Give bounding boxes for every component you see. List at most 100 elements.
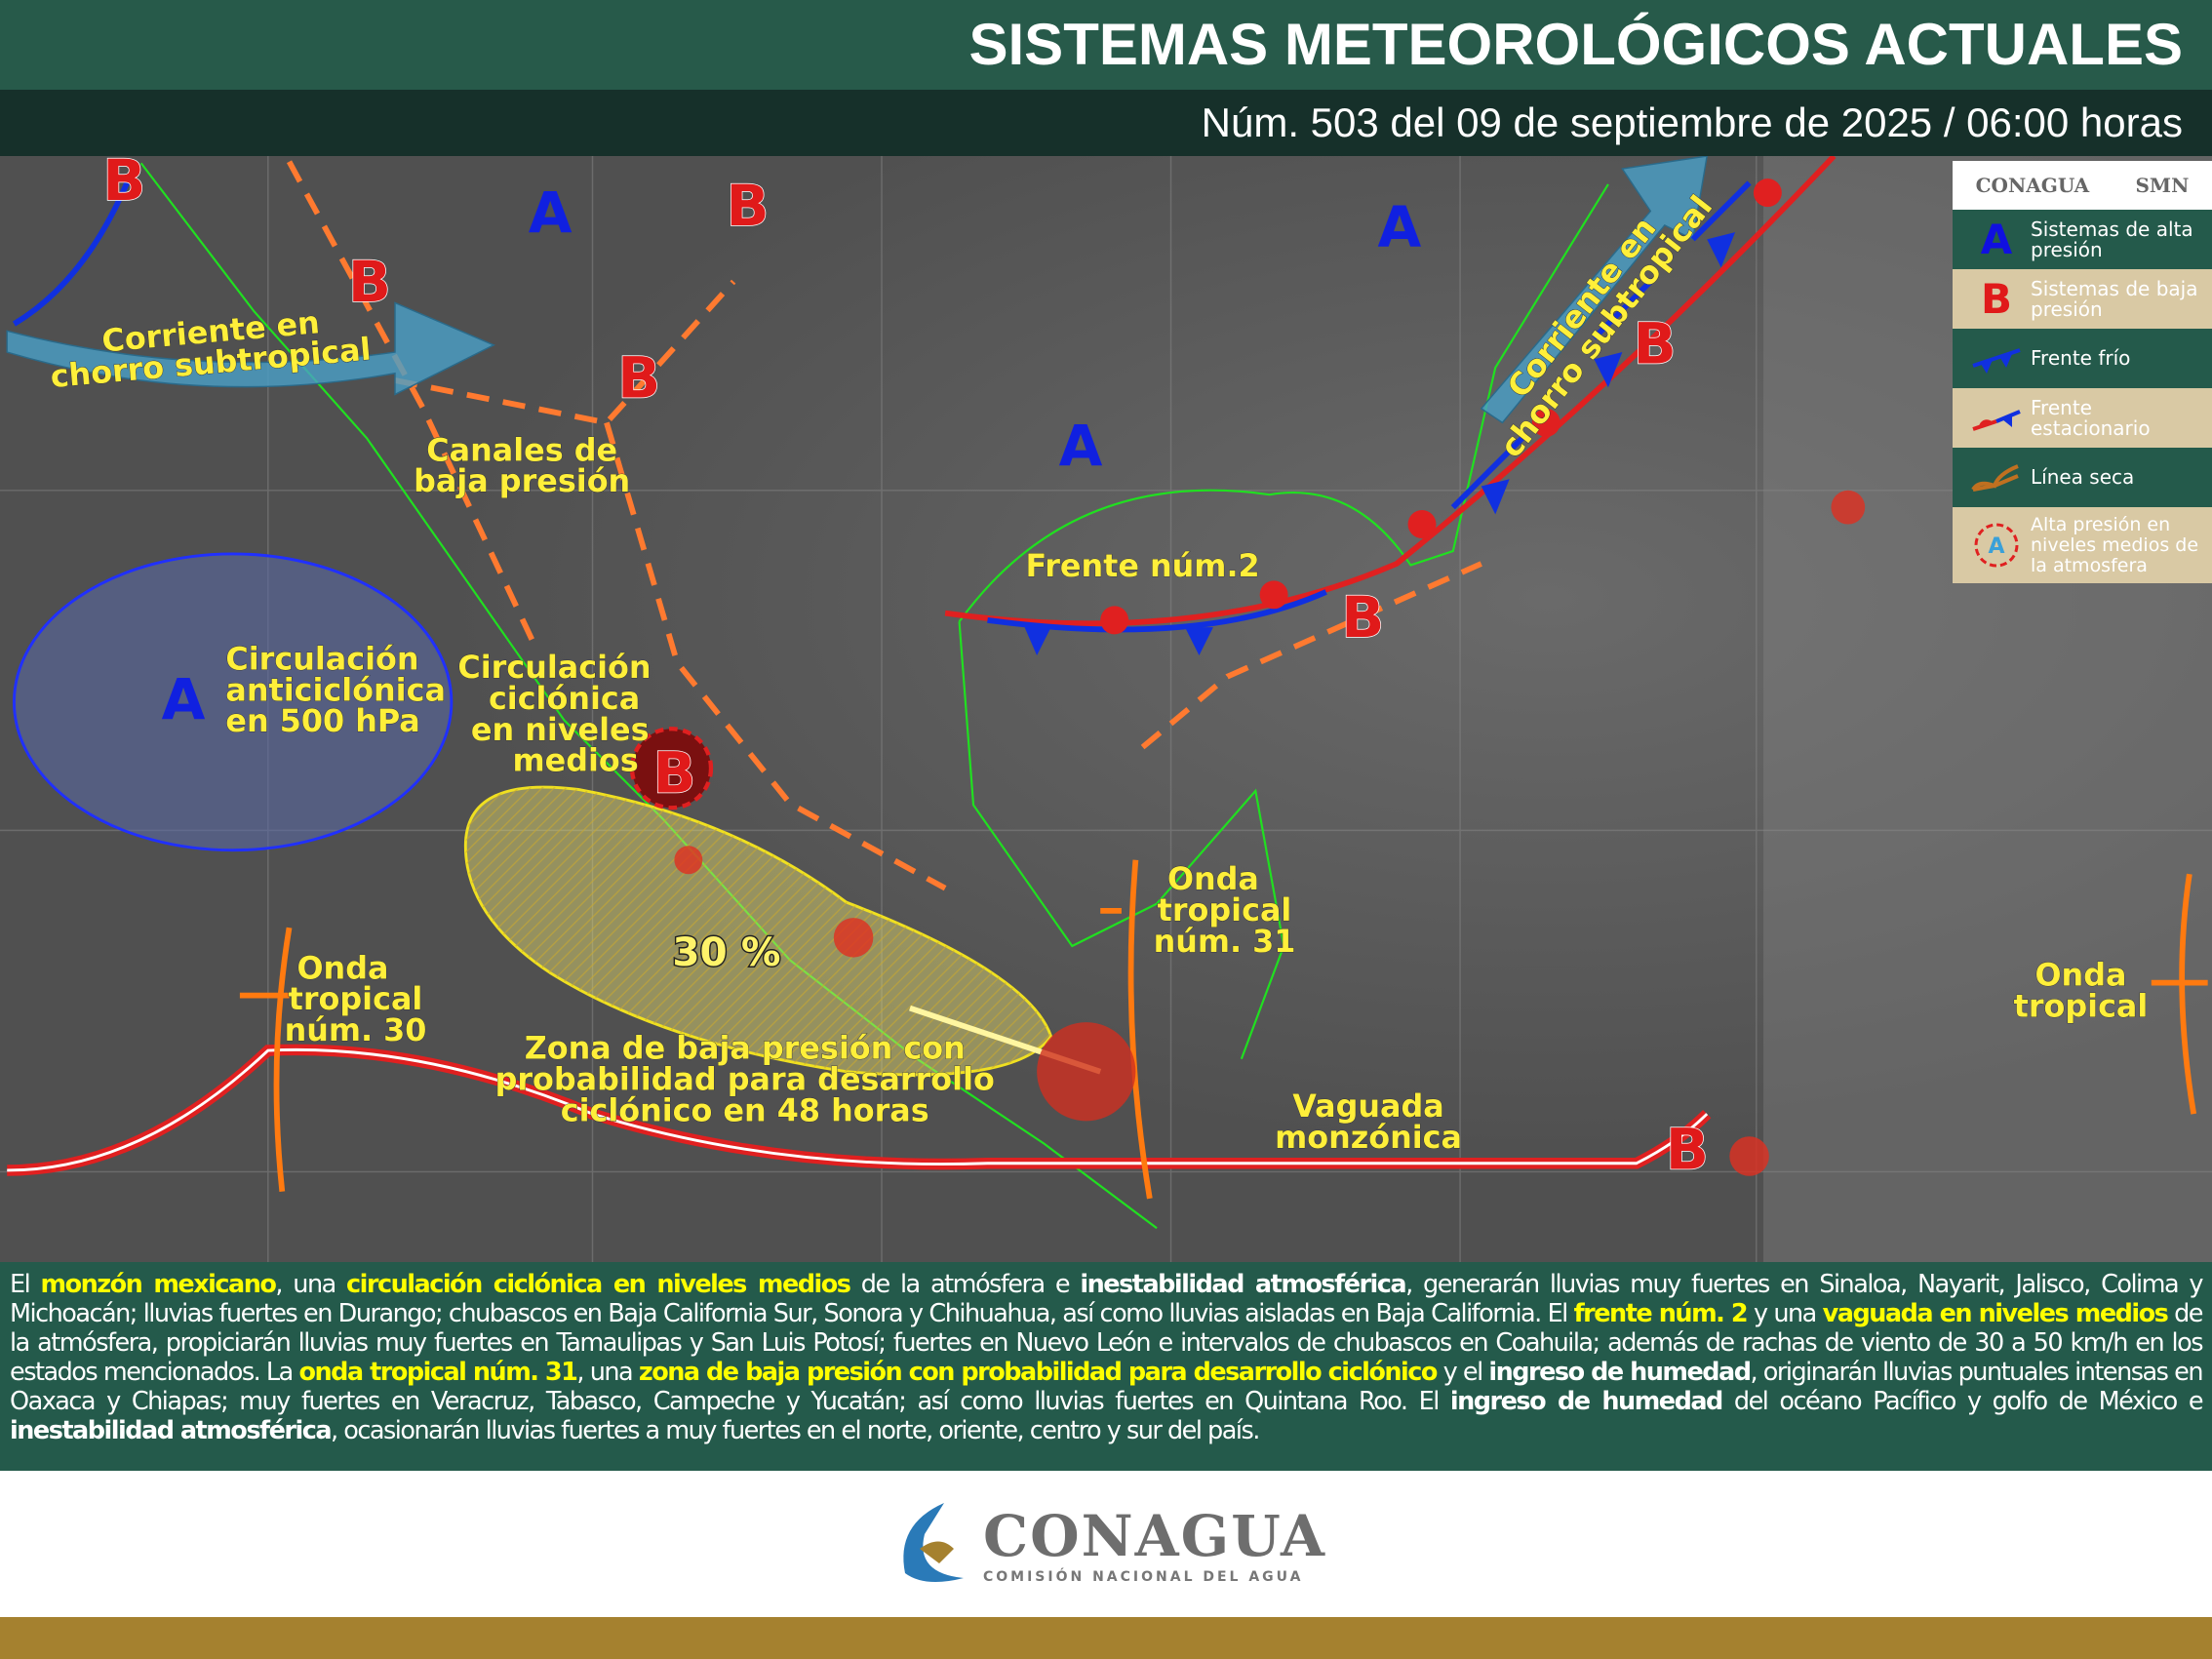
legend-label: Alta presión en niveles medios de la atm… [2031, 513, 2199, 576]
description-text: de la atmósfera, propiciarán lluvias muy… [10, 1299, 2204, 1387]
low-pressure-label: B [652, 739, 695, 806]
legend-label: Frente estacionario [2031, 395, 2151, 440]
legend-item-dry-line: Línea seca [1953, 448, 2212, 507]
description-text: , una [275, 1270, 347, 1299]
high-pressure-label: A [162, 666, 206, 732]
low-pressure-label: B [348, 249, 391, 315]
trough-label: baja presión [414, 462, 630, 499]
subtropical-jet-arrow [6, 156, 1708, 424]
highlighted-phrase: frente núm. 2 [1573, 1299, 1749, 1328]
tropical-wave-label: Onda [1167, 860, 1259, 897]
high-pressure-label: A [1059, 413, 1103, 479]
high-pressure-label: A [529, 179, 573, 246]
highlighted-phrase: inestabilidad atmosférica [10, 1416, 333, 1445]
conagua-logo-icon [903, 1503, 964, 1582]
legend-label: Línea seca [2031, 465, 2135, 489]
description-text: y una [1747, 1299, 1823, 1328]
legend-item-high: A Sistemas de alta presión [1953, 210, 2212, 269]
low-zone-label: probabilidad para desarrollo [495, 1061, 995, 1098]
cold-front-triangles [1022, 232, 1736, 656]
tropical-wave-label: tropical [2014, 987, 2149, 1024]
low-pressure-icon: B [1980, 275, 2012, 323]
anticyclone-label: Circulación [225, 640, 418, 677]
mid-level-high-icon: A [1962, 521, 2031, 570]
tropical-wave-label: tropical [289, 980, 423, 1017]
legend-item-low: B Sistemas de baja presión [1953, 269, 2212, 329]
monsoon-trough-label: Vaguada [1292, 1087, 1443, 1125]
tropical-wave-label: núm. 30 [285, 1011, 427, 1048]
low-zone-label: ciclónico en 48 horas [561, 1091, 929, 1128]
svg-text:A: A [1988, 534, 2004, 559]
low-pressure-label: B [1634, 311, 1677, 377]
highlighted-phrase: monzón mexicano [40, 1270, 277, 1299]
monsoon-trough-label: monzónica [1275, 1119, 1462, 1156]
low-pressure-label: B [617, 344, 660, 411]
description-text: El [10, 1270, 41, 1299]
tropical-wave-label: Onda [297, 949, 389, 986]
cyclonic-label: en niveles [471, 711, 650, 748]
footer-org-name: CONAGUA [982, 1503, 1327, 1569]
weather-map: A A A A B B B B B B B B Corriente en cho… [0, 156, 2212, 1262]
footer-band [0, 1617, 2212, 1659]
cyclonic-circulation-icon [629, 727, 714, 810]
map-legend: CONAGUA SMN A Sistemas de alta presión B Si… [1953, 161, 2212, 583]
warm-front-semicircles [1100, 178, 1782, 635]
highlighted-phrase: vaguada en niveles medios [1822, 1299, 2169, 1328]
high-pressure-label: A [1377, 194, 1421, 260]
storm-cells [674, 490, 1866, 1176]
highlighted-phrase: ingreso de humedad [1488, 1358, 1752, 1387]
low-pressure-label: B [727, 173, 770, 239]
highlighted-phrase: circulación ciclónica en niveles medios [346, 1270, 851, 1299]
forecast-description: El monzón mexicano, una circulación cicl… [0, 1262, 2212, 1471]
tropical-wave-label: Onda [2035, 956, 2127, 993]
anticyclone-label: anticiclónica [225, 671, 445, 708]
description-text: de la atmósfera e [849, 1270, 1081, 1299]
cyclonic-label: Circulación [457, 649, 651, 686]
legend-label: Sistemas de alta presión [2031, 217, 2193, 261]
tropical-wave-label: tropical [1158, 891, 1292, 928]
description-text: y el [1436, 1358, 1489, 1387]
legend-label: Sistemas de baja presión [2031, 276, 2198, 321]
trough-label: Canales de [426, 431, 617, 468]
high-pressure-icon: A [1980, 216, 2013, 263]
bulletin-subtitle: Núm. 503 del 09 de septiembre de 2025 / … [0, 90, 2212, 156]
description-text: , una [576, 1358, 639, 1387]
legend-item-stationary-front: Frente estacionario [1953, 388, 2212, 448]
legend-item-mid-level-high: A Alta presión en niveles medios de la at… [1953, 507, 2212, 583]
pressure-centers: A A A A B B B B B B B B [102, 156, 1710, 1183]
legend-item-cold-front: Frente frío [1953, 329, 2212, 388]
tropical-wave-label: núm. 31 [1154, 923, 1296, 960]
stationary-front-icon [1962, 404, 2031, 433]
description-text: del océano Pacífico y golfo de México e [1721, 1387, 2204, 1416]
anticyclone-area [13, 552, 454, 852]
anticyclone-label: en 500 hPa [225, 702, 419, 739]
footer-org-subname: COMISIÓN NACIONAL DEL AGUA [982, 1569, 1304, 1585]
page-title: SISTEMAS METEOROLÓGICOS ACTUALES [0, 0, 2212, 90]
smn-logo: SMN [2135, 174, 2190, 197]
legend-label: Frente frío [2031, 346, 2131, 370]
highlighted-phrase: onda tropical núm. 31 [298, 1358, 577, 1387]
tropical-waves [239, 859, 2208, 1200]
low-pressure-label: B [1341, 584, 1384, 651]
front-label: Frente núm.2 [1026, 547, 1260, 584]
legend-logos: CONAGUA SMN [1953, 161, 2212, 210]
cyclonic-label: medios [513, 742, 639, 779]
cold-front-nw [12, 181, 130, 327]
dry-line-icon [1962, 462, 2031, 494]
trough-lines [286, 160, 1482, 891]
low-pressure-label: B [102, 156, 145, 214]
cold-front-icon [1962, 344, 2031, 374]
description-text: , ocasionarán lluvias fuertes a muy fuer… [331, 1416, 1260, 1445]
description-text: , generarán lluvias muy fuertes en Sinal… [10, 1270, 2204, 1328]
highlighted-phrase: ingreso de humedad [1449, 1387, 1723, 1416]
low-zone-label: Zona de baja presión con [525, 1030, 966, 1067]
probability-label: 30 % [672, 928, 780, 975]
footer: CONAGUA COMISIÓN NACIONAL DEL AGUA [0, 1471, 2212, 1617]
highlighted-phrase: inestabilidad atmosférica [1080, 1270, 1406, 1299]
grid-lines [0, 156, 2212, 1262]
highlighted-phrase: zona de baja presión con probabilidad pa… [638, 1358, 1439, 1387]
description-text: , originarán lluvias puntuales intensas … [10, 1358, 2204, 1416]
conagua-logo: CONAGUA [1975, 174, 2090, 197]
cyclonic-label: ciclónica [489, 680, 640, 717]
low-pressure-label: B [1666, 1117, 1709, 1183]
